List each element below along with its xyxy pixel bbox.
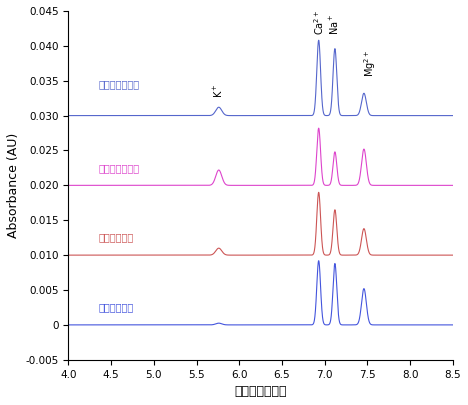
Text: Ca$^{2+}$: Ca$^{2+}$ (312, 10, 326, 35)
Y-axis label: Absorbance (AU): Absorbance (AU) (7, 133, 20, 238)
Text: Na$^+$: Na$^+$ (329, 14, 342, 35)
Text: 木津川（原液）: 木津川（原液） (98, 79, 139, 89)
Text: 宇治川（原液）: 宇治川（原液） (98, 163, 139, 173)
Text: K$^+$: K$^+$ (212, 83, 225, 98)
X-axis label: 移動時間（分）: 移動時間（分） (234, 385, 287, 398)
Text: Mg$^{2+}$: Mg$^{2+}$ (362, 50, 378, 77)
Text: 桂川（原液）: 桂川（原液） (98, 232, 133, 243)
Text: 淡川（原液）: 淡川（原液） (98, 303, 133, 312)
